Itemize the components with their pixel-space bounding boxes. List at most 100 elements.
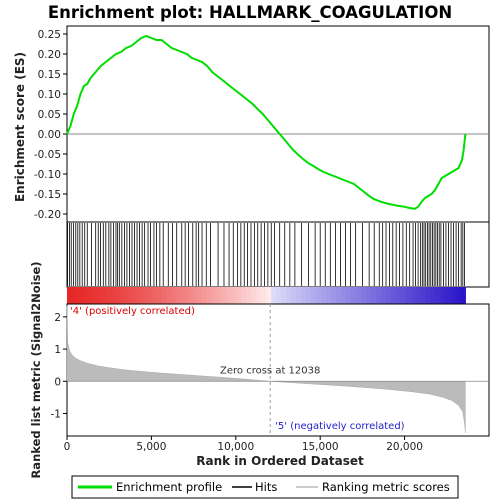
color-bar-segment [71,287,78,304]
color-bar-segment [430,287,437,304]
color-bar-segment [251,287,257,304]
color-bar-segment [241,287,247,304]
color-bar-segment [236,287,242,304]
color-bar-segment [261,287,267,304]
color-bar-segment [420,287,427,304]
color-bar-segment [136,287,143,304]
color-bar-segment [330,287,337,304]
color-bar-segment [141,287,148,304]
metric-panel-frame [66,303,490,437]
x-tick-label: 15,000 [302,441,339,453]
color-bar-segment [221,287,227,304]
color-bar-segment [176,287,183,304]
color-bar-segment [400,287,407,304]
x-tick-label: 5,000 [136,441,166,453]
es-y-tick-label: 0.10 [38,89,61,101]
color-bar-segment [375,287,382,304]
color-bar-segment [131,287,138,304]
es-y-tick-label: 0.05 [38,109,61,121]
color-bar-segment [415,287,422,304]
color-bar-segment [455,287,461,304]
color-bar-segment [156,287,163,304]
color-bar-segment [435,287,442,304]
metric-y-tick-label: 1 [54,344,61,356]
es-y-tick-label: 0.20 [38,49,61,61]
color-bar-segment [146,287,153,304]
color-bar-segment [440,287,447,304]
color-bar-segment [216,287,222,304]
color-bar-segment [271,287,277,304]
color-bar-segment [425,287,432,304]
x-axis: 0 5,000 10,000 15,000 20,000 [64,436,423,453]
es-y-tick-label: 0.00 [38,129,61,141]
color-bar-segment [380,287,387,304]
es-y-axis-title: Enrichment score (ES) [13,52,27,202]
color-bar-segment [116,287,123,304]
zero-cross-label: Zero cross at 12038 [220,365,320,376]
color-bar-segment [276,287,282,304]
color-bar-segment [201,287,208,304]
color-bar-segment [320,287,327,304]
color-bar-segment [395,287,402,304]
es-panel: -0.20 -0.15 -0.10 -0.05 0.00 0.05 0.10 0.15 0.20… [34,25,490,223]
color-bar-segment [445,287,452,304]
color-bar-segment [286,287,292,304]
color-bar-segment [106,287,113,304]
metric-y-axis-title: Ranked list metric (Signal2Noise) [29,261,43,478]
color-bar-segment [460,287,466,304]
color-bar-segment [450,287,457,304]
es-y-axis: -0.20 -0.15 -0.10 -0.05 0.00 0.05 0.10 0.15 0.20… [34,29,67,221]
color-bar-segment [311,287,317,304]
enrichment-profile-line [66,34,467,210]
color-bar-segment [385,287,392,304]
chart-title: Enrichment plot: HALLMARK_COAGULATION [48,3,452,22]
color-bar-segment [410,287,417,304]
color-bar-segment [181,287,188,304]
color-bar-segment [325,287,332,304]
es-y-tick-label: -0.20 [34,209,61,221]
metric-y-tick-label: 2 [54,312,61,324]
color-bar-segment [246,287,252,304]
legend-frame [71,475,459,499]
color-bar-segment [166,287,173,304]
color-bar-segment [186,287,193,304]
positive-correlation-label: '4' (positively correlated) [70,306,195,317]
color-bar-segment [126,287,133,304]
color-bar-segment [266,287,272,304]
color-bar-segment [81,287,88,304]
color-bar-segment [301,287,307,304]
es-panel-frame [66,25,490,223]
legend: Enrichment profile Hits Ranking metric s… [71,475,459,499]
color-bar-segment [196,287,203,304]
x-tick-label: 10,000 [217,441,254,453]
legend-enrichment-label: Enrichment profile [116,480,222,494]
ranking-metric-area [66,305,466,433]
color-bar-segment [306,287,312,304]
color-bar-segment [91,287,98,304]
color-bar-segment [360,287,367,304]
color-bar-segment [390,287,397,304]
legend-hits-label: Hits [255,480,277,494]
es-y-tick-label: -0.05 [34,149,61,161]
ranking-color-bar [67,287,466,304]
color-bar-segment [281,287,287,304]
color-bar-segment [405,287,412,304]
color-bar-segment [161,287,168,304]
color-bar-segment [96,287,103,304]
color-bar-segment [335,287,342,304]
color-bar-segment [296,287,302,304]
color-bar-segment [365,287,372,304]
color-bar-segment [355,287,362,304]
color-bar-segment [370,287,377,304]
x-axis-title: Rank in Ordered Dataset [196,454,364,468]
color-bar-segment [101,287,108,304]
color-bar-segment [226,287,232,304]
color-bar-segment [67,287,73,304]
color-bar-segment [291,287,297,304]
metric-y-tick-label: -1 [51,408,61,420]
color-bar-segment [121,287,128,304]
color-bar-segment [315,287,322,304]
x-tick-label: 20,000 [386,441,423,453]
metric-y-tick-label: 0 [54,376,61,388]
